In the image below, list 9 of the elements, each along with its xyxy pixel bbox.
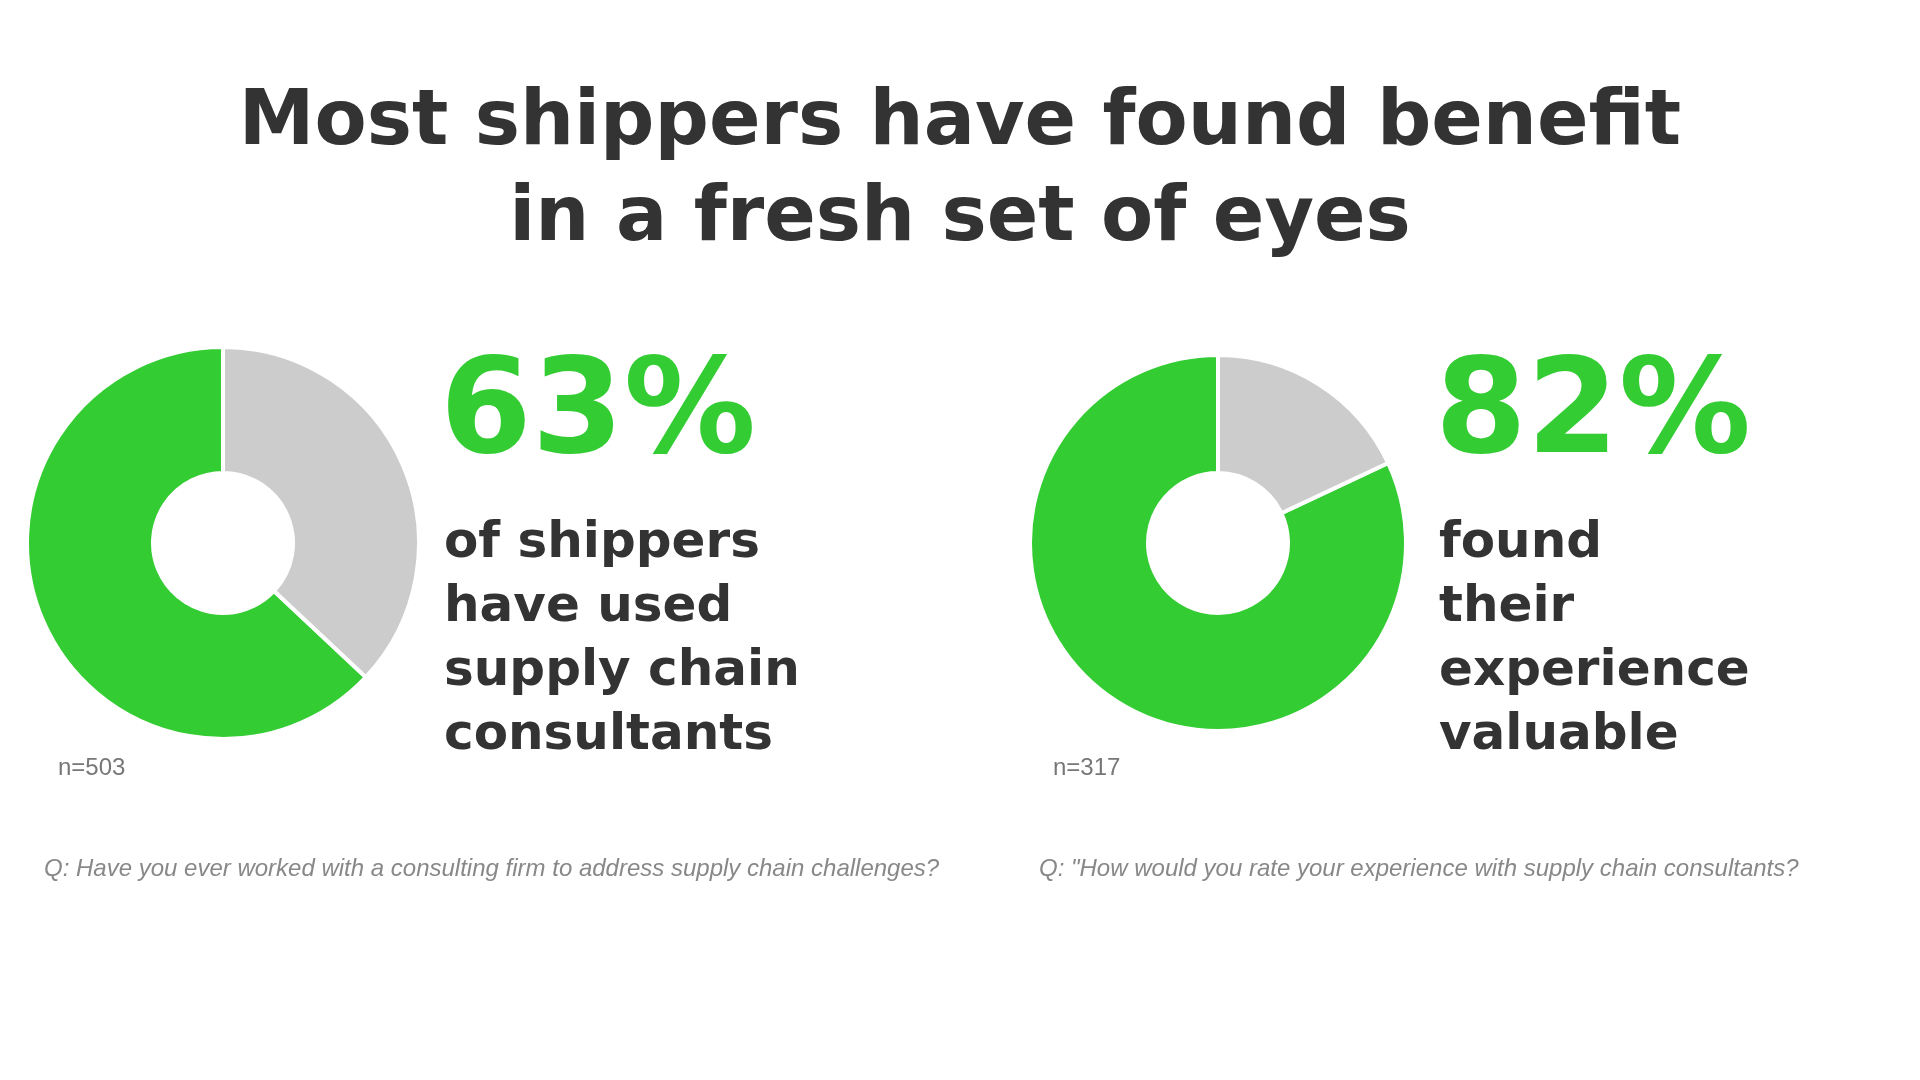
- text: n=503: [58, 753, 126, 781]
- text: Q: "How would you rate your experience with supply chain consultants?: [1039, 854, 1799, 882]
- text: Most shippers have found benefit in a fresh set of eyes: [237, 72, 1683, 260]
- text: Q: Have you ever worked with a consulting firm to address supply chain challenges?: [44, 854, 940, 882]
- text: 63%: [440, 328, 756, 485]
- text: of shippers have used supply chain consultants: [444, 510, 800, 763]
- text: 82%: [1435, 328, 1751, 485]
- text: n=317: [1053, 753, 1121, 781]
- text: found their experience valuable: [1439, 510, 1750, 763]
